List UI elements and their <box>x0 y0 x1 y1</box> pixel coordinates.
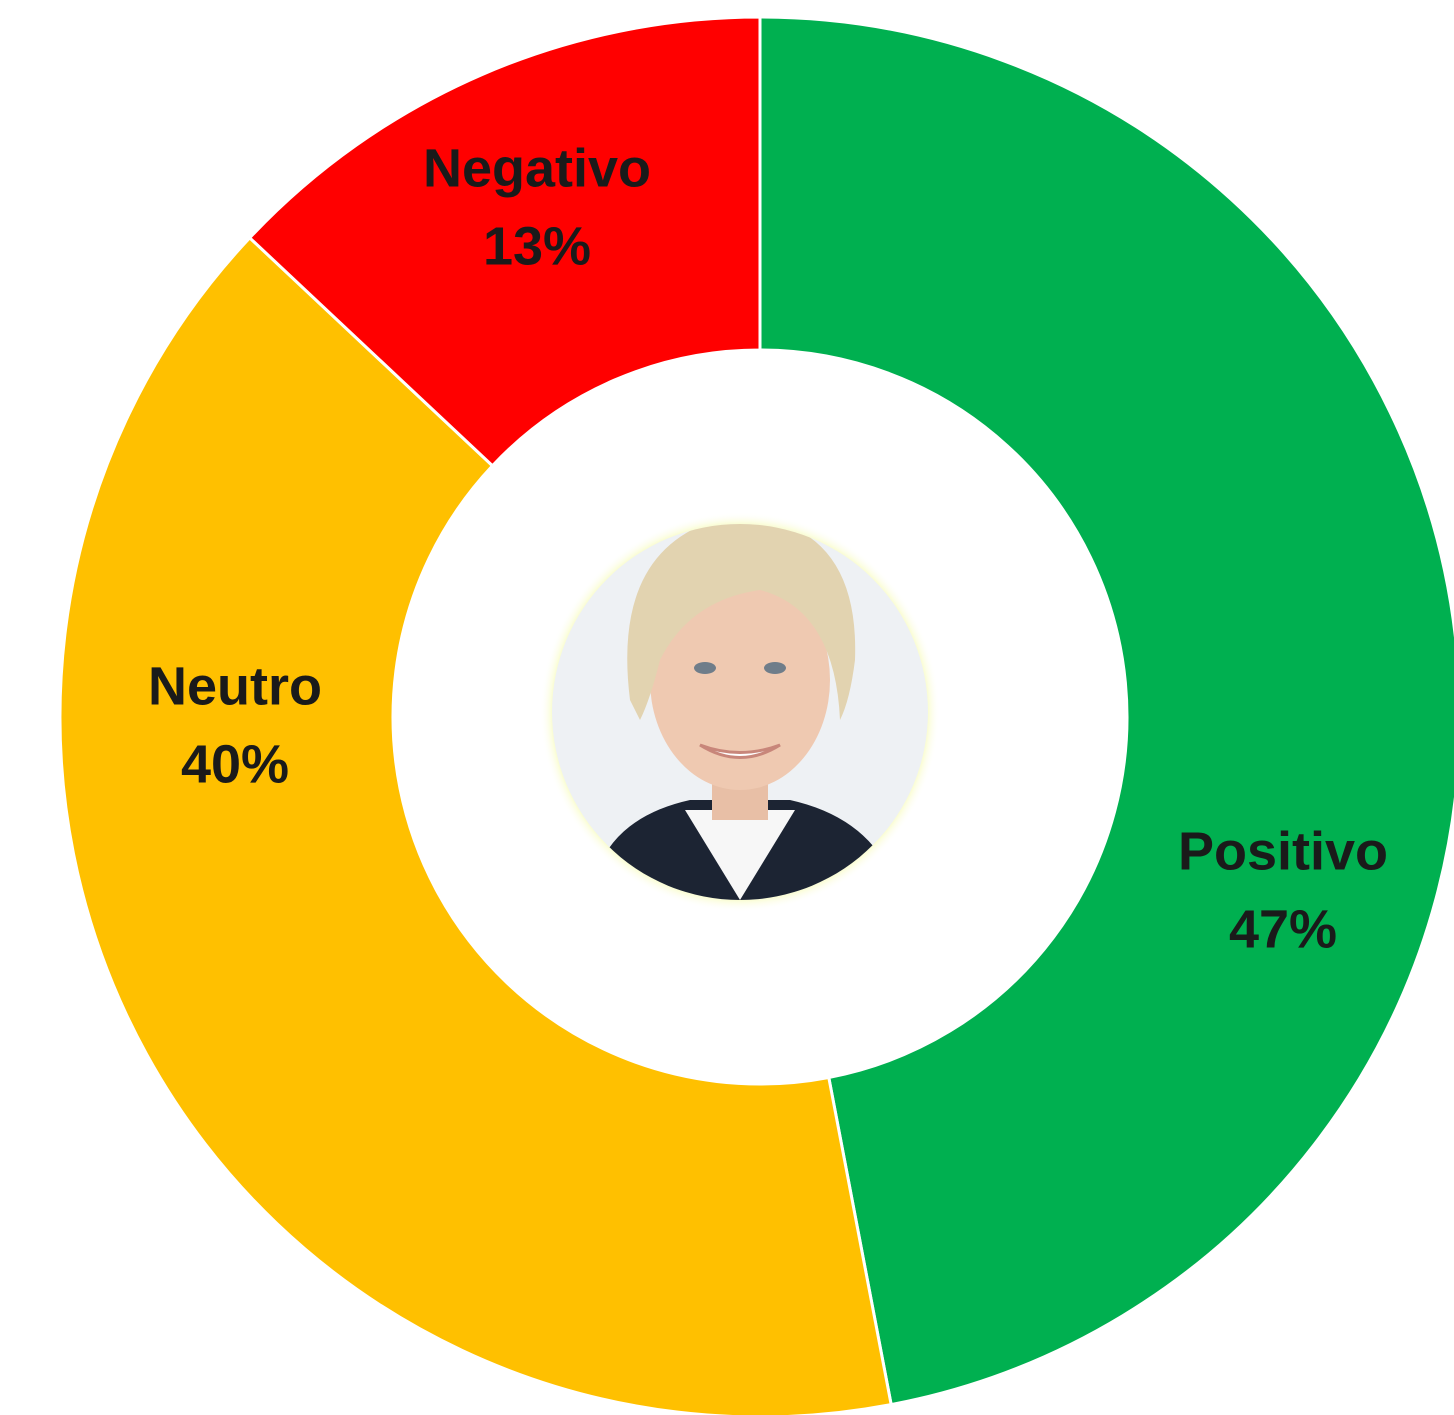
portrait <box>552 524 928 900</box>
shirt <box>685 810 795 900</box>
hair <box>627 524 856 720</box>
labels: Positivo 47% Neutro 40% Negativo 13% <box>148 138 1388 959</box>
value-label: 40% <box>181 734 289 794</box>
slice <box>58 235 893 1415</box>
slice <box>758 15 1454 1407</box>
eye <box>694 662 716 674</box>
category-label: Negativo <box>423 138 651 198</box>
center-photo <box>540 512 940 912</box>
slices <box>58 15 1454 1415</box>
eye <box>764 662 786 674</box>
category-label: Neutro <box>148 656 322 716</box>
value-label: 13% <box>483 216 591 276</box>
value-label: 47% <box>1229 899 1337 959</box>
smile <box>699 743 781 759</box>
category-label: Positivo <box>1178 821 1388 881</box>
slice <box>247 15 762 468</box>
face <box>650 570 830 790</box>
